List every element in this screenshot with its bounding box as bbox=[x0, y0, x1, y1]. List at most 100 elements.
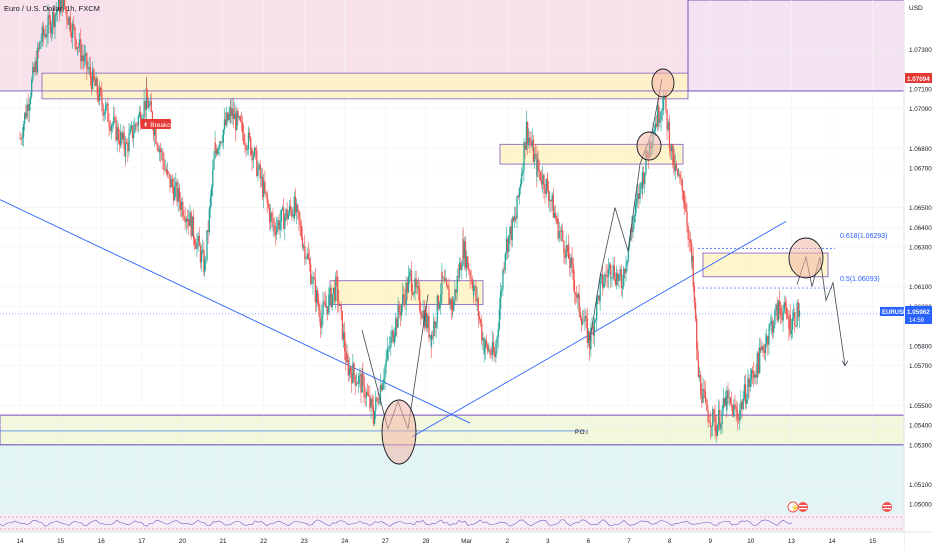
candle-body bbox=[442, 277, 444, 279]
candle-body bbox=[409, 270, 412, 272]
candle-body bbox=[557, 219, 559, 239]
candle-body bbox=[416, 286, 419, 288]
candle-body bbox=[143, 100, 145, 118]
candle-body bbox=[417, 286, 420, 290]
candle-body bbox=[129, 128, 131, 135]
candle-body bbox=[578, 295, 580, 313]
candle-body bbox=[310, 264, 312, 284]
candle-body bbox=[744, 384, 747, 404]
candle-body bbox=[475, 285, 477, 302]
candle-body bbox=[607, 268, 610, 278]
candle-body bbox=[570, 257, 572, 268]
candle-body bbox=[560, 230, 563, 232]
candle-body bbox=[360, 374, 362, 393]
currency-label: USD bbox=[909, 5, 923, 12]
us-flag-event-icon[interactable] bbox=[798, 502, 808, 512]
time-tick-label: 13 bbox=[788, 538, 796, 545]
candle-body bbox=[203, 249, 205, 273]
candle-body bbox=[618, 275, 620, 281]
candle-body bbox=[356, 383, 359, 385]
candle-body bbox=[133, 132, 135, 139]
candle-body bbox=[20, 138, 22, 140]
candle-body bbox=[698, 375, 701, 378]
candle-body bbox=[665, 94, 667, 110]
candle-body bbox=[93, 69, 95, 80]
candle-body bbox=[755, 374, 757, 378]
candle-body bbox=[487, 344, 489, 352]
candle-body bbox=[693, 286, 696, 303]
candle-body bbox=[25, 112, 27, 118]
trendlines bbox=[0, 199, 787, 438]
candle-body bbox=[34, 61, 36, 73]
candle-body bbox=[571, 257, 573, 265]
candle-body bbox=[512, 217, 515, 221]
candle-body bbox=[692, 256, 694, 287]
us-flag-event-icon-2[interactable] bbox=[882, 502, 892, 512]
candle-body bbox=[686, 211, 688, 227]
candle-body bbox=[546, 181, 549, 191]
candle-body bbox=[57, 0, 60, 10]
rsi-line bbox=[0, 516, 904, 530]
candle-body bbox=[200, 251, 203, 263]
candle-body bbox=[228, 113, 230, 120]
time-tick-label: 15 bbox=[57, 538, 65, 545]
candle-body bbox=[718, 410, 720, 425]
candle-body bbox=[169, 173, 171, 188]
candle-body bbox=[206, 230, 208, 260]
candle-body bbox=[498, 309, 501, 330]
candle-body bbox=[337, 276, 339, 302]
candle-body bbox=[427, 315, 429, 329]
candle-body bbox=[586, 318, 588, 343]
candle-body bbox=[67, 19, 69, 25]
candle-body bbox=[687, 226, 689, 240]
time-axis[interactable] bbox=[0, 532, 904, 550]
candle-body bbox=[110, 125, 113, 131]
candle-body bbox=[115, 117, 117, 141]
candle-body bbox=[147, 97, 149, 108]
candle-body bbox=[789, 314, 791, 335]
candle-body bbox=[471, 279, 474, 289]
candle-body bbox=[218, 148, 220, 150]
candle-body bbox=[189, 212, 191, 227]
candle-body bbox=[245, 144, 247, 150]
candle-body bbox=[528, 137, 530, 144]
candle-body bbox=[375, 397, 377, 411]
candle-body bbox=[768, 325, 770, 336]
candle-body bbox=[327, 306, 329, 314]
candle-body bbox=[328, 294, 330, 314]
candle-body bbox=[455, 289, 457, 293]
candle-body bbox=[117, 127, 120, 141]
time-tick-label: 14 bbox=[828, 538, 836, 545]
candle-body bbox=[22, 124, 25, 138]
candle-body bbox=[473, 286, 475, 296]
candle-body bbox=[181, 201, 183, 210]
candle-body bbox=[592, 326, 594, 336]
candle-body bbox=[443, 277, 446, 282]
candle-body bbox=[391, 330, 393, 337]
candle-body bbox=[562, 230, 564, 241]
candle-body bbox=[568, 244, 570, 259]
candle-body bbox=[795, 325, 797, 327]
candle-body bbox=[694, 302, 697, 319]
candle-body bbox=[314, 278, 316, 303]
candle-body bbox=[213, 158, 215, 170]
price-axis[interactable] bbox=[904, 0, 932, 550]
candle-body bbox=[37, 47, 40, 49]
candle-body bbox=[661, 110, 663, 112]
candle-body bbox=[404, 297, 406, 306]
candle-body bbox=[563, 240, 565, 254]
candle-body bbox=[489, 349, 491, 355]
candle-body bbox=[681, 179, 683, 191]
candle-body bbox=[728, 397, 730, 399]
target-zone-circle bbox=[788, 237, 824, 279]
candle-body bbox=[256, 150, 258, 176]
candle-body bbox=[773, 324, 775, 333]
candle-body bbox=[549, 200, 551, 202]
candle-body bbox=[162, 151, 164, 161]
candle-body bbox=[551, 194, 553, 202]
candle-body bbox=[237, 110, 239, 118]
svg-text:EURUSD: EURUSD bbox=[882, 310, 908, 316]
candle-body bbox=[422, 310, 424, 319]
candle-body bbox=[764, 343, 767, 353]
